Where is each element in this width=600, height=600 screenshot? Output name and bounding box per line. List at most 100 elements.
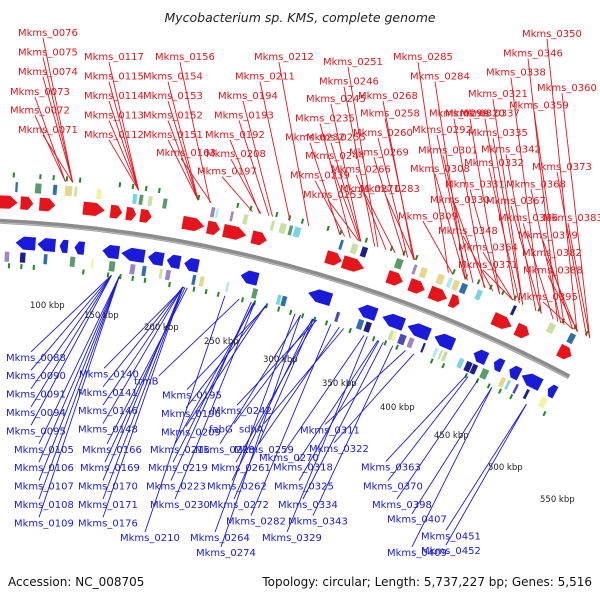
scale-label: 400 kbp: [380, 403, 415, 413]
forward-gene-label: Mkms_0266: [331, 165, 391, 176]
forward-leader-line: [442, 155, 474, 283]
forward-feature-block: [95, 188, 102, 200]
reverse-feature-block: [497, 376, 507, 388]
reverse-leader-line: [312, 345, 394, 516]
forward-leader-line: [309, 142, 341, 236]
reverse-feature-block: [225, 281, 230, 293]
forward-leader-line: [417, 62, 449, 273]
reverse-feature-block: [19, 252, 26, 263]
feature-tick: [197, 194, 201, 200]
reverse-gene-label: Mkms_0195: [162, 391, 222, 402]
reverse-gene-label: Mkms_0169: [80, 463, 140, 474]
reverse-feature-block: [469, 363, 479, 375]
scale-label: 200 kbp: [144, 323, 179, 333]
reverse-feature-block: [406, 337, 415, 349]
forward-gene-label: Mkms_0075: [18, 47, 78, 58]
forward-gene-label: Mkms_0260: [353, 128, 413, 139]
reverse-gene-label: Mkms_0108: [14, 500, 74, 511]
forward-leader-line: [422, 221, 454, 275]
feature-tick: [277, 306, 281, 312]
reverse-gene-label: Mkms_0262: [207, 482, 267, 493]
forward-gene-label: Mkms_0073: [10, 87, 70, 98]
forward-feature-block: [418, 266, 429, 279]
forward-feature-block: [74, 186, 78, 197]
reverse-feature-block: [275, 294, 282, 306]
forward-gene-arrow: [222, 224, 247, 240]
forward-leader-line: [561, 93, 591, 339]
forward-gene-label: Mkms_0232: [285, 133, 345, 144]
reverse-feature-block: [432, 347, 439, 358]
reverse-leader-line: [30, 275, 112, 389]
reverse-feature-block: [158, 268, 163, 279]
forward-leader-line: [469, 189, 501, 295]
reverse-feature-block: [164, 269, 172, 281]
forward-leader-line: [546, 38, 578, 332]
label-leader-lines: [30, 37, 591, 548]
forward-gene-arrow: [20, 196, 34, 210]
forward-gene-label: Mkms_0258: [360, 108, 420, 119]
feature-tick: [429, 358, 434, 364]
forward-leader-line: [488, 167, 520, 304]
forward-leader-line: [221, 176, 253, 213]
feature-tick: [131, 183, 135, 190]
reverse-leader-line: [102, 286, 184, 518]
forward-gene-label: Mkms_0251: [323, 57, 383, 68]
forward-gene-arrow: [340, 255, 365, 272]
reverse-leader-line: [38, 276, 120, 463]
reverse-gene-label: trmB: [134, 377, 159, 388]
forward-gene-label: Mkms_0255: [306, 133, 366, 144]
reverse-feature-block: [420, 342, 426, 353]
feature-tick: [464, 372, 469, 379]
forward-leader-line: [343, 86, 376, 247]
forward-gene-label: Mkms_0246: [319, 76, 379, 87]
forward-gene-label: Mkms_0379: [518, 231, 578, 242]
forward-gene-arrow: [447, 293, 460, 309]
reverse-leader-line: [263, 328, 345, 424]
forward-leader-line: [42, 57, 74, 183]
forward-gene-label: Mkms_0308: [410, 164, 470, 175]
reverse-gene-label: Mkms_0091: [6, 390, 66, 401]
accession-label: Accession: NC_008705: [8, 575, 144, 589]
reverse-feature-block: [251, 288, 259, 299]
forward-leader-line: [510, 77, 542, 314]
feature-tick: [383, 340, 388, 346]
feature-tick: [275, 211, 279, 218]
forward-gene-arrow: [125, 206, 137, 221]
forward-leader-line: [180, 157, 212, 204]
reverse-leader-line: [102, 286, 184, 406]
forward-feature-block: [458, 282, 469, 295]
forward-leader-line: [327, 199, 359, 242]
forward-leader-line: [482, 269, 514, 301]
forward-gene-label: Mkms_0244: [305, 151, 365, 162]
reverse-gene-label: Mkms_0259: [234, 445, 294, 456]
forward-gene-label: Mkms_0114: [84, 91, 144, 102]
forward-leader-line: [482, 252, 514, 301]
feature-tick: [498, 388, 502, 394]
forward-gene-label: Mkms_0071: [18, 125, 78, 136]
reverse-gene-label: Mkms_0109: [14, 518, 74, 529]
reverse-gene-label: Mkms_0329: [262, 533, 322, 544]
forward-feature-block: [229, 211, 235, 222]
forward-leader-line: [527, 58, 558, 322]
reverse-leader-line: [102, 286, 184, 481]
reverse-feature-block: [129, 263, 136, 275]
feature-tick: [476, 279, 481, 285]
reverse-feature-block: [391, 331, 398, 342]
forward-gene-label: Mkms_0309: [398, 211, 458, 222]
reverse-feature-block: [479, 367, 490, 380]
reverse-gene-arrow: [434, 333, 457, 351]
reverse-gene-label: Mkms_0140: [79, 369, 139, 380]
forward-gene-label: Mkms_0235: [295, 113, 355, 124]
forward-gene-label: Mkms_0338: [486, 68, 546, 79]
forward-leader-line: [355, 174, 387, 251]
feature-tick: [106, 272, 110, 278]
forward-leader-line: [462, 235, 494, 292]
forward-gene-label: Mkms_0337: [460, 108, 520, 119]
reverse-leader-line: [185, 305, 266, 427]
scale-label: 500 kbp: [488, 463, 523, 473]
forward-gene-label: Mkms_0373: [532, 162, 592, 173]
forward-feature-block: [359, 246, 369, 258]
reverse-leader-line: [445, 403, 527, 531]
reverse-feature-block: [191, 274, 197, 286]
